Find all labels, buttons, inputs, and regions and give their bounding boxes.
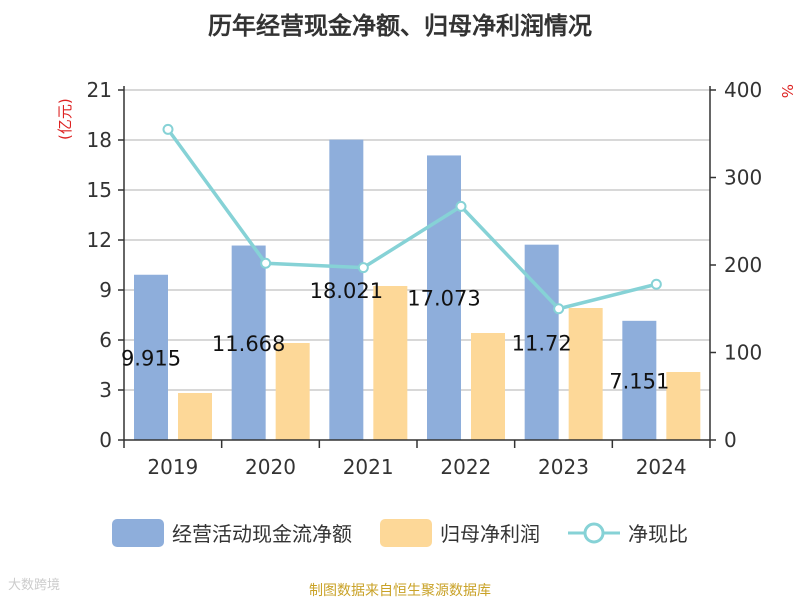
line-point bbox=[162, 123, 174, 135]
bar-cashflow bbox=[622, 320, 657, 440]
y-left-tick-label: 12 bbox=[87, 228, 112, 252]
y-left-tick-label: 3 bbox=[99, 378, 112, 402]
y-left-tick-label: 9 bbox=[99, 278, 112, 302]
y-right-tick-label: 200 bbox=[724, 253, 762, 277]
legend-item-cashflow[interactable]: 经营活动现金流净额 bbox=[112, 518, 352, 547]
data-label: 7.151 bbox=[609, 369, 669, 393]
data-label: 17.073 bbox=[407, 287, 480, 311]
y-left-tick-label: 0 bbox=[99, 428, 112, 452]
y-right-tick-label: 300 bbox=[724, 166, 762, 190]
legend-item-profit[interactable]: 归母净利润 bbox=[380, 518, 540, 547]
bar-cashflow bbox=[329, 139, 364, 440]
bar-cashflow bbox=[427, 155, 461, 440]
line-point bbox=[553, 303, 565, 315]
legend-label: 归母净利润 bbox=[440, 522, 540, 546]
x-tick-label: 2021 bbox=[343, 455, 394, 479]
legend-label: 净现比 bbox=[628, 522, 688, 546]
bar-profit bbox=[373, 286, 408, 440]
y-left-tick-label: 18 bbox=[87, 128, 112, 152]
source-note: 制图数据来自恒生聚源数据库 bbox=[309, 583, 491, 599]
line-point bbox=[455, 200, 467, 212]
y-right-axis-label: % bbox=[778, 84, 796, 98]
y-right-tick-label: 0 bbox=[724, 428, 737, 452]
bar-cashflow bbox=[231, 245, 266, 440]
legend-swatch bbox=[112, 518, 164, 547]
data-label: 18.021 bbox=[310, 279, 383, 303]
x-tick-label: 2023 bbox=[538, 455, 589, 479]
watermark: 大数跨境 bbox=[8, 578, 61, 593]
y-right-tick-label: 100 bbox=[724, 341, 762, 365]
x-tick-label: 2019 bbox=[147, 455, 198, 479]
data-label: 11.668 bbox=[212, 332, 285, 356]
bar-profit bbox=[471, 333, 505, 440]
data-label: 11.72 bbox=[512, 331, 572, 355]
x-tick-label: 2024 bbox=[636, 455, 687, 479]
legend-line-icon bbox=[568, 522, 620, 543]
line-point bbox=[260, 257, 272, 269]
y-left-axis-label: (亿元) bbox=[56, 98, 74, 140]
bar-profit bbox=[666, 372, 701, 440]
legend-swatch bbox=[380, 518, 432, 547]
line-ratio bbox=[166, 128, 657, 311]
bar-cashflow bbox=[134, 274, 168, 440]
y-left-tick-label: 21 bbox=[87, 78, 112, 102]
x-tick-label: 2020 bbox=[245, 455, 296, 479]
y-right-tick-label: 400 bbox=[724, 78, 762, 102]
legend-label: 经营活动现金流净额 bbox=[172, 522, 352, 546]
legend: 经营活动现金流净额 归母净利润 净现比 bbox=[0, 518, 800, 547]
y-left-tick-label: 15 bbox=[87, 178, 112, 202]
bar-profit bbox=[275, 343, 310, 440]
data-label: 9.915 bbox=[121, 346, 181, 370]
legend-item-ratio[interactable]: 净现比 bbox=[568, 518, 688, 547]
bar-profit bbox=[178, 393, 212, 440]
bar-profit bbox=[568, 308, 603, 440]
chart-title: 历年经营现金净额、归母净利润情况 bbox=[208, 12, 592, 40]
line-point bbox=[650, 278, 662, 290]
line-point bbox=[357, 262, 369, 274]
y-left-tick-label: 6 bbox=[99, 328, 112, 352]
x-tick-label: 2022 bbox=[440, 455, 491, 479]
